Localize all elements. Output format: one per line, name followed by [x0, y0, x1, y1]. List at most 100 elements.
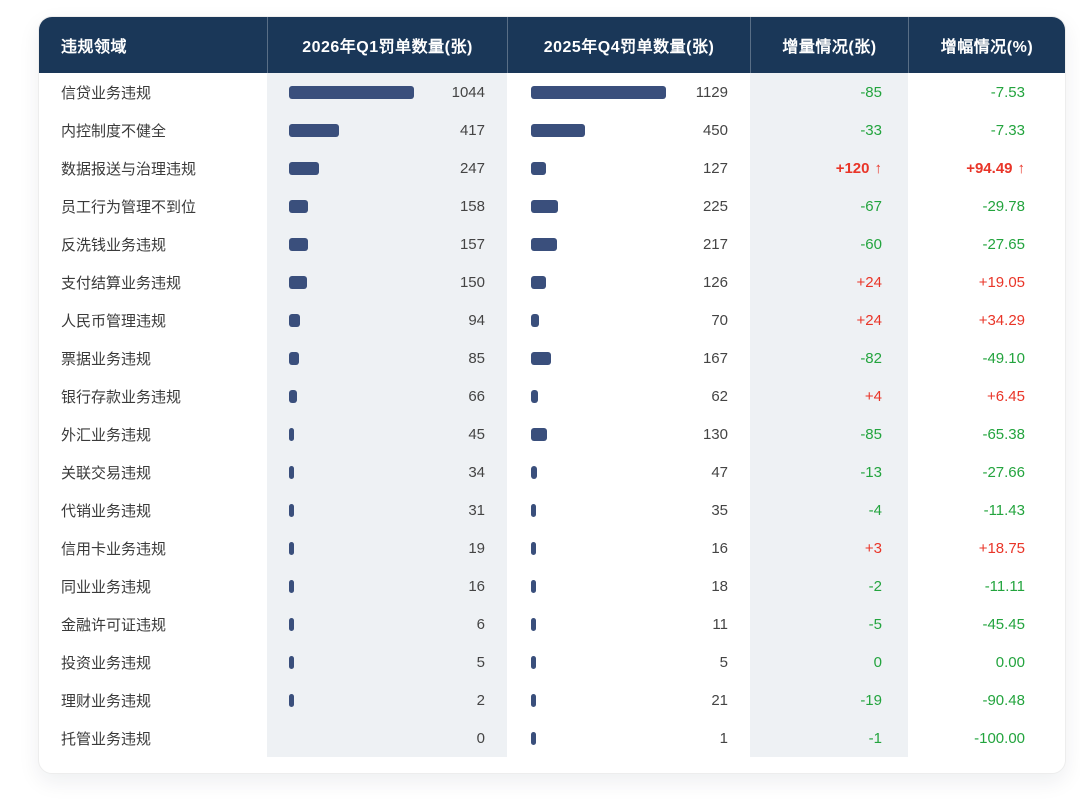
q4-cell: 1: [507, 719, 750, 757]
q1-bar: [289, 85, 414, 99]
table-row: 人民币管理违规 94 70 +24 ↑ +34.29 ↑: [39, 301, 1065, 339]
delta-cell: -19 ↑: [750, 681, 908, 719]
table-row: 代销业务违规 31 35 -4 ↑ -11.43 ↑: [39, 491, 1065, 529]
q1-cell: 31: [267, 491, 507, 529]
q1-cell: 19: [267, 529, 507, 567]
q1-bar: [289, 123, 339, 137]
q4-bar: [531, 275, 547, 289]
row-label: 投资业务违规: [61, 654, 152, 672]
q1-value: 1044: [451, 83, 485, 101]
row-label: 支付结算业务违规: [61, 274, 182, 292]
up-arrow-icon: ↑: [1017, 159, 1026, 177]
q4-value: 70: [711, 311, 728, 329]
q4-value: 167: [702, 349, 728, 367]
q1-cell: 2: [267, 681, 507, 719]
row-label: 同业业务违规: [61, 578, 152, 596]
pct-cell: 0.00 ↑: [908, 643, 1065, 681]
row-label: 托管业务违规: [61, 730, 152, 748]
pct-cell: -65.38 ↑: [908, 415, 1065, 453]
pct-cell: -29.78 ↑: [908, 187, 1065, 225]
q1-cell: 85: [267, 339, 507, 377]
q4-cell: 225: [507, 187, 750, 225]
q4-value: 1129: [695, 83, 728, 101]
q1-cell: 6: [267, 605, 507, 643]
q1-bar: [289, 617, 294, 631]
header-pct: 增幅情况(%): [908, 17, 1065, 73]
delta-value: +4: [864, 387, 882, 405]
q1-cell: 34: [267, 453, 507, 491]
delta-cell: -85 ↑: [750, 415, 908, 453]
table-row: 员工行为管理不到位 158 225 -67 ↑ -29.78 ↑: [39, 187, 1065, 225]
pct-value: -90.48: [982, 691, 1025, 709]
delta-cell: -2 ↑: [750, 567, 908, 605]
header-violation-area: 违规领域: [61, 39, 128, 56]
pct-cell: -11.43 ↑: [908, 491, 1065, 529]
q4-bar: [531, 351, 551, 365]
pct-value: -100.00: [974, 729, 1025, 747]
q4-value: 1: [719, 729, 728, 747]
row-label: 票据业务违规: [61, 350, 152, 368]
q1-bar: [289, 427, 295, 441]
delta-cell: 0 ↑: [750, 643, 908, 681]
pct-cell: +18.75 ↑: [908, 529, 1065, 567]
pct-cell: -27.66 ↑: [908, 453, 1065, 491]
delta-value: -13: [860, 463, 882, 481]
q4-value: 5: [719, 653, 728, 671]
q1-bar: [289, 351, 300, 365]
q1-value: 45: [468, 425, 485, 443]
pct-value: -29.78: [982, 197, 1025, 215]
q1-bar: [289, 693, 294, 707]
q1-cell: 157: [267, 225, 507, 263]
q1-bar: [289, 313, 301, 327]
table-row: 关联交易违规 34 47 -13 ↑ -27.66 ↑: [39, 453, 1065, 491]
row-label: 内控制度不健全: [61, 122, 167, 140]
pct-value: +18.75: [978, 539, 1025, 557]
q4-value: 130: [702, 425, 728, 443]
table-header-row: 违规领域 2026年Q1罚单数量(张) 2025年Q4罚单数量(张) 增量情况(…: [39, 17, 1065, 73]
q1-value: 247: [459, 159, 485, 177]
pct-value: -27.66: [982, 463, 1025, 481]
penalty-comparison-table: 违规领域 2026年Q1罚单数量(张) 2025年Q4罚单数量(张) 增量情况(…: [38, 16, 1066, 774]
q4-bar: [531, 617, 536, 631]
q1-bar: [289, 541, 294, 555]
q1-bar: [289, 237, 308, 251]
q4-value: 217: [702, 235, 728, 253]
q4-value: 11: [712, 615, 728, 633]
delta-cell: -82 ↑: [750, 339, 908, 377]
q4-bar: [531, 579, 536, 593]
row-label: 信贷业务违规: [61, 84, 152, 102]
table-body: 信贷业务违规 1044 1129 -85 ↑ -7.53 ↑ 内控制度不健全 4…: [39, 73, 1065, 773]
pct-cell: +6.45 ↑: [908, 377, 1065, 415]
row-label: 金融许可证违规: [61, 616, 167, 634]
pct-cell: +94.49 ↑: [908, 149, 1065, 187]
pct-value: -7.33: [990, 121, 1025, 139]
pct-value: +34.29: [978, 311, 1025, 329]
pct-value: -7.53: [990, 83, 1025, 101]
header-q1-count: 2026年Q1罚单数量(张): [267, 17, 507, 73]
pct-value: -49.10: [982, 349, 1025, 367]
delta-value: -67: [860, 197, 882, 215]
q4-cell: 16: [507, 529, 750, 567]
q1-value: 85: [468, 349, 485, 367]
header-q4-count: 2025年Q4罚单数量(张): [507, 17, 750, 73]
pct-cell: +34.29 ↑: [908, 301, 1065, 339]
pct-value: -65.38: [982, 425, 1025, 443]
q4-value: 16: [711, 539, 728, 557]
q1-cell: 16: [267, 567, 507, 605]
q4-bar: [531, 465, 537, 479]
pct-cell: -7.33 ↑: [908, 111, 1065, 149]
q4-cell: 35: [507, 491, 750, 529]
q4-bar: [531, 503, 536, 517]
q4-cell: 62: [507, 377, 750, 415]
up-arrow-icon: ↑: [874, 159, 883, 177]
q1-bar: [289, 199, 308, 213]
q1-cell: 94: [267, 301, 507, 339]
table-row: 投资业务违规 5 5 0 ↑ 0.00 ↑: [39, 643, 1065, 681]
q1-bar: [289, 655, 294, 669]
q1-bar: [289, 161, 319, 175]
table-row: 外汇业务违规 45 130 -85 ↑ -65.38 ↑: [39, 415, 1065, 453]
table-row: 票据业务违规 85 167 -82 ↑ -49.10 ↑: [39, 339, 1065, 377]
delta-value: -2: [868, 577, 882, 595]
table-row: 内控制度不健全 417 450 -33 ↑ -7.33 ↑: [39, 111, 1065, 149]
pct-cell: +19.05 ↑: [908, 263, 1065, 301]
